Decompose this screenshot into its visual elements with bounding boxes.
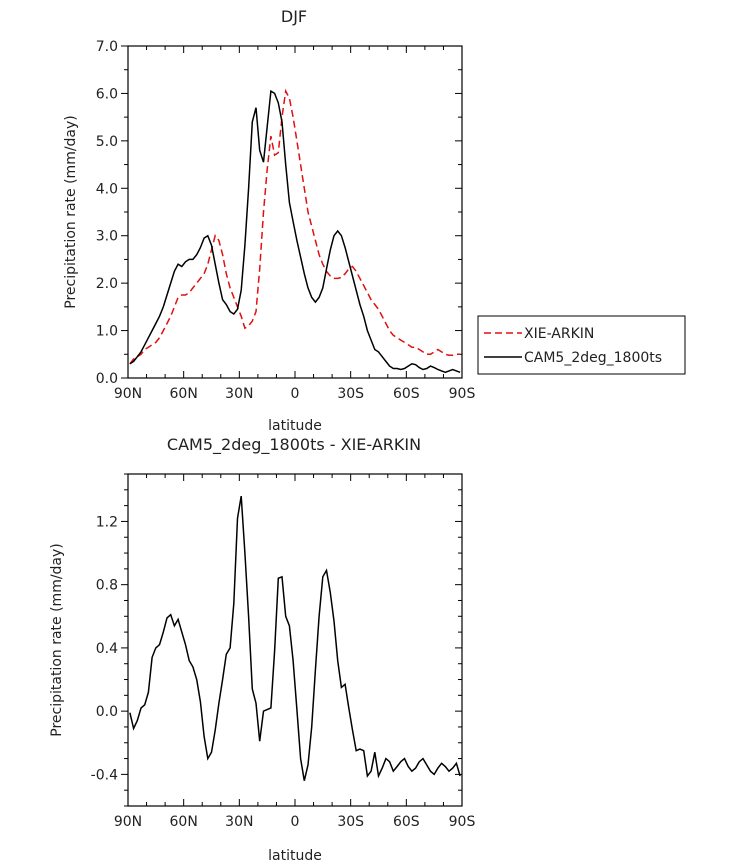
top-chart-frame xyxy=(127,45,463,379)
top-chart-title: DJF xyxy=(281,7,307,26)
x-tick-label: 60S xyxy=(393,386,420,402)
x-tick-label: 0 xyxy=(291,814,300,830)
x-tick-label: 60S xyxy=(393,814,420,830)
y-tick-label: 1.0 xyxy=(96,324,118,340)
x-tick-label: 60N xyxy=(170,386,198,402)
bottom-chart-frame xyxy=(127,473,463,807)
bottom-chart-y-ticks: -0.4 0.0 0.4 0.8 1.2 xyxy=(91,473,462,807)
x-tick-label: 30N xyxy=(225,814,253,830)
y-tick-label: 0.8 xyxy=(96,578,118,594)
x-tick-label: 90N xyxy=(114,386,142,402)
top-chart-x-axis-label: latitude xyxy=(268,418,322,434)
y-tick-label: 4.0 xyxy=(96,181,118,197)
x-tick-label: 90S xyxy=(449,814,476,830)
bottom-chart-y-axis-label: Precipitation rate (mm/day) xyxy=(49,543,65,737)
series-line-0-0 xyxy=(129,88,461,365)
bottom-chart-x-axis-label: latitude xyxy=(268,848,322,864)
x-tick-label: 60N xyxy=(170,814,198,830)
top-chart-series xyxy=(129,88,461,374)
x-tick-label: 90S xyxy=(449,386,476,402)
series-line-1-0 xyxy=(129,495,461,781)
legend-box xyxy=(477,315,686,375)
x-tick-label: 30S xyxy=(337,814,364,830)
y-tick-label: 7.0 xyxy=(96,39,118,55)
x-tick-label: 0 xyxy=(291,386,300,402)
bottom-chart-x-ticks: 90N 60N 30N 0 30S 60S 90S xyxy=(114,474,476,830)
y-tick-label: 0.4 xyxy=(96,641,118,657)
top-chart: DJF 90N 60N 30N 0 30S 60S 90S 0.0 1.0 2.0 3.0 4.0 5… xyxy=(63,7,686,434)
y-tick-label: -0.4 xyxy=(91,767,118,783)
bottom-chart-series xyxy=(129,495,461,781)
y-tick-label: 1.2 xyxy=(96,514,118,530)
y-tick-label: 0.0 xyxy=(96,371,118,387)
y-tick-label: 3.0 xyxy=(96,229,118,245)
x-tick-label: 30N xyxy=(225,386,253,402)
y-tick-label: 0.0 xyxy=(96,704,118,720)
bottom-chart-title: CAM5_2deg_1800ts - XIE-ARKIN xyxy=(167,435,421,455)
legend-label-cam5: CAM5_2deg_1800ts xyxy=(524,350,662,366)
legend-label-xie-arkin: XIE-ARKIN xyxy=(524,326,594,342)
y-tick-label: 5.0 xyxy=(96,134,118,150)
series-line-0-1 xyxy=(129,89,461,374)
x-tick-label: 30S xyxy=(337,386,364,402)
bottom-chart: CAM5_2deg_1800ts - XIE-ARKIN 90N 60N 30N 0 3… xyxy=(49,435,475,864)
top-chart-y-ticks: 0.0 1.0 2.0 3.0 4.0 5.0 6.0 7.0 xyxy=(96,39,462,387)
y-tick-label: 2.0 xyxy=(96,276,118,292)
top-chart-legend: XIE-ARKIN CAM5_2deg_1800ts xyxy=(477,315,686,375)
top-chart-x-ticks: 90N 60N 30N 0 30S 60S 90S xyxy=(114,46,476,402)
y-tick-label: 6.0 xyxy=(96,86,118,102)
top-chart-y-axis-label: Precipitation rate (mm/day) xyxy=(63,115,79,309)
x-tick-label: 90N xyxy=(114,814,142,830)
